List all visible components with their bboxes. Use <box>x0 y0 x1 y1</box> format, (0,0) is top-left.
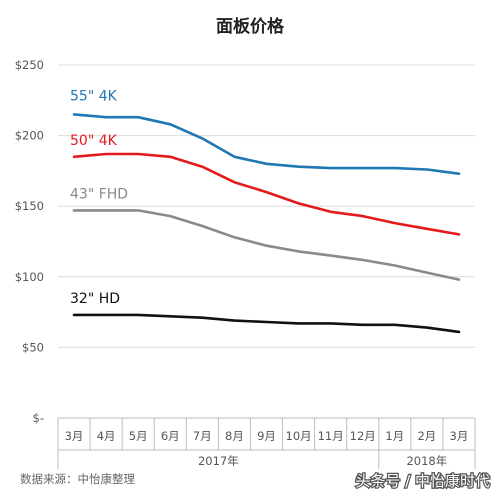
series-line <box>72 209 461 281</box>
x-tick-label: 1月 <box>385 429 404 443</box>
y-tick-label: $200 <box>15 129 44 143</box>
series-line <box>72 113 461 175</box>
x-tick-label: 6月 <box>161 429 180 443</box>
series-lines <box>72 113 461 334</box>
x-tick-label: 3月 <box>65 429 84 443</box>
x-tick-label: 9月 <box>257 429 276 443</box>
x-tick-label: 12月 <box>350 429 376 443</box>
x-tick-label: 10月 <box>286 429 312 443</box>
chart-title: 面板价格 <box>216 16 285 37</box>
x-tick-label: 4月 <box>97 429 116 443</box>
series-labels: 55" 4K 50" 4K 43" FHD 32" HD <box>70 88 128 307</box>
x-tick-label: 2月 <box>417 429 436 443</box>
source-note: 数据来源：中怡康整理 <box>20 472 135 486</box>
x-group-label: 2018年 <box>406 454 447 468</box>
series-label: 43" FHD <box>70 186 128 202</box>
series-label: 50" 4K <box>70 133 118 149</box>
x-tick-label: 8月 <box>225 429 244 443</box>
series-line <box>72 152 461 236</box>
y-axis-ticks: $- $50 $100 $150 $200 $250 <box>15 58 44 425</box>
y-tick-label: $- <box>33 411 44 425</box>
x-group-label: 2017年 <box>198 454 239 468</box>
y-tick-label: $150 <box>15 199 44 213</box>
x-tick-label: 5月 <box>129 429 148 443</box>
x-axis-ticks: 3月 4月 5月 6月 7月 8月 9月 10月 11月 12月 1月 2月 3月 2017年 2018年 <box>57 417 476 469</box>
y-tick-label: $50 <box>22 340 44 354</box>
watermark: 头条号 / 中怡康时代 <box>355 472 490 490</box>
y-tick-label: $250 <box>15 58 44 72</box>
x-tick-label: 11月 <box>318 429 344 443</box>
series-label: 32" HD <box>70 291 120 307</box>
series-label: 55" 4K <box>70 88 118 104</box>
x-tick-label: 3月 <box>450 429 469 443</box>
y-tick-label: $100 <box>15 270 44 284</box>
x-tick-label: 7月 <box>193 429 212 443</box>
series-line <box>72 313 461 334</box>
